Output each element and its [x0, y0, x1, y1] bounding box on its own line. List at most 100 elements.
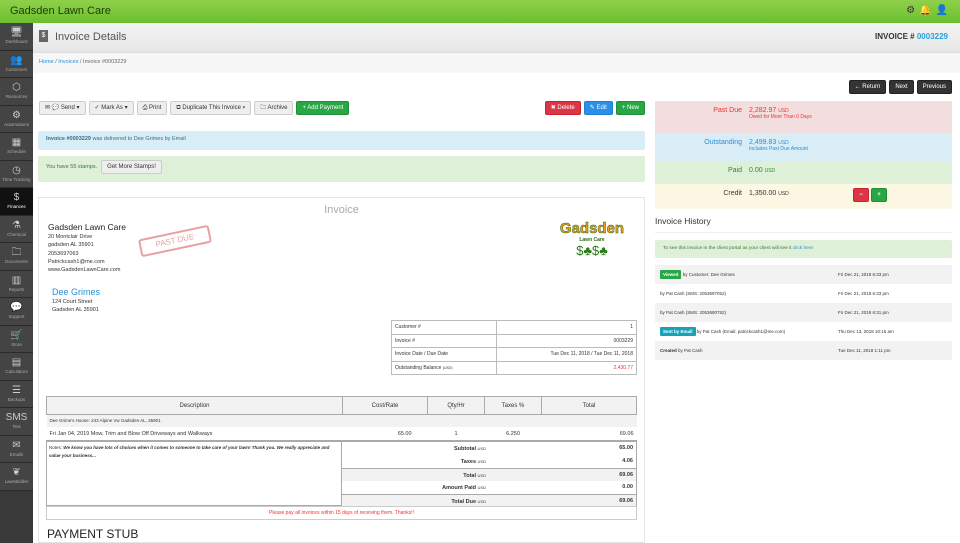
- company-info: Gadsden Lawn Care 20 Montclair Drive gads…: [48, 222, 126, 274]
- app-title: Gadsden Lawn Care: [10, 5, 111, 17]
- sidebar-item-automations[interactable]: ⚙ Automations: [0, 105, 33, 133]
- sidebar-item-time-tracking[interactable]: ◷ Time Tracking: [0, 160, 33, 188]
- invoice-details-table: Customer # 1 Invoice # 0003229 Invoice Dat…: [391, 320, 637, 375]
- edit-button[interactable]: ✎ Edit: [583, 101, 613, 115]
- invoice-history-title: Invoice History: [655, 216, 952, 233]
- reports-icon: ▥: [11, 274, 22, 286]
- backups-icon: ☰: [12, 384, 21, 396]
- sidebar-item-resources[interactable]: ⬡ Resources: [0, 78, 33, 106]
- past-due-stamp: PAST DUE: [137, 224, 213, 258]
- sidebar-item-reports[interactable]: ▥ Reports: [0, 270, 33, 298]
- portal-alert: To see this invoice in the client portal…: [655, 240, 952, 258]
- history-row: Viewed by Customer: Dee Grimes Fri Dec 21…: [655, 265, 952, 284]
- add-payment-button[interactable]: + Add Payment: [296, 101, 350, 115]
- totals-row: Amount Paid USD 0.00: [342, 481, 637, 494]
- breadcrumb: Home / Invoices / Invoice #0003229: [33, 53, 960, 73]
- sidebar-item-dashboard[interactable]: 🖥 Dashboard: [0, 23, 33, 51]
- resources-icon: ⬡: [12, 82, 21, 93]
- text-icon: SMS: [5, 412, 28, 423]
- invoice-doc-icon: $: [39, 30, 48, 42]
- history-row: by Pat Cash (SMS: 2053690752) Fri Dec 21,…: [655, 303, 952, 322]
- sidebar-item-emails[interactable]: ✉ Emails: [0, 435, 33, 463]
- return-button[interactable]: ← Return: [848, 80, 887, 94]
- sidebar-item-customers[interactable]: 👥 Customers: [0, 50, 33, 78]
- sidebar-item-label: Calculators: [5, 369, 28, 374]
- sidebar-item-backups[interactable]: ☰ Backups: [0, 380, 33, 408]
- gear-icon[interactable]: ⚙: [906, 5, 920, 16]
- sidebar-item-finances[interactable]: $ Finances: [0, 188, 33, 216]
- company-logo: Gadsden Lawn Care $♣$♣: [547, 220, 637, 258]
- sidebar-item-chemical[interactable]: ⚗ Chemical: [0, 215, 33, 243]
- outstanding-summary: Outstanding 2,499.83 USD Includes Past Due…: [655, 133, 952, 161]
- client-info: Dee Grimes 124 Court Street Gadsden AL 35…: [52, 287, 101, 313]
- sidebar-item-store[interactable]: 🛒 Store: [0, 325, 33, 353]
- finances-icon: $: [13, 192, 20, 203]
- history-row: Sent by Email by Pat Cash (Email: patric…: [655, 322, 952, 341]
- portal-link[interactable]: click here: [792, 246, 814, 251]
- toolbar-right: ✖ Delete ✎ Edit + New: [544, 101, 645, 115]
- details-row: Invoice Date / Due Date Tue Dec 11, 2018…: [391, 347, 637, 362]
- sidebar-item-lawnbidder[interactable]: ❦ LawnBidder: [0, 463, 33, 491]
- property-row: Dee Grime's House: 243 Alpine Vw Gadsden…: [49, 418, 161, 424]
- schedule-icon: ▦: [11, 137, 22, 148]
- invoice-heading: Invoice: [324, 204, 359, 216]
- new-button[interactable]: + New: [615, 101, 645, 115]
- line-items-table: Description Cost/Rate Qty/Hr Taxes % Total D…: [46, 396, 637, 441]
- breadcrumb-home[interactable]: Home: [39, 59, 54, 65]
- col-qty: Qty/Hr: [427, 396, 485, 415]
- toolbar: ✉ 💬 Send ▾ ✓ Mark As ▾ ⎙ Print ⧉ Duplica…: [39, 101, 350, 115]
- history-row: Created by Pat Cash Tue Dec 11, 2018 1:11…: [655, 341, 952, 360]
- details-row: Outstanding Balance (USD) 2,430.77: [391, 360, 637, 375]
- sidebar-item-calculators[interactable]: ▤ Calculators: [0, 353, 33, 381]
- sidebar-item-label: Resources: [5, 94, 28, 99]
- dashboard-icon: 🖥: [10, 27, 23, 38]
- delete-button[interactable]: ✖ Delete: [544, 101, 581, 115]
- sidebar-item-label: Customers: [5, 66, 28, 72]
- sidebar-item-label: Time Tracking: [2, 176, 31, 182]
- sidebar-item-label: Documents: [5, 259, 28, 264]
- page-header: $ Invoice Details INVOICE # 0003229: [33, 23, 960, 53]
- sidebar-item-schedule[interactable]: ▦ Schedule: [0, 133, 33, 161]
- previous-button[interactable]: Previous: [916, 80, 952, 94]
- breadcrumb-invoices[interactable]: Invoices: [58, 59, 79, 65]
- sidebar-item-label: Dashboard: [5, 39, 28, 44]
- top-bar: Gadsden Lawn Care ⚙🔔👤: [0, 0, 960, 23]
- sidebar-item-text[interactable]: SMS Text: [0, 408, 33, 436]
- page-title: Invoice Details: [55, 31, 127, 43]
- table-row: Fri Jan 04, 2019 Mow, Trim and Blow Off …: [49, 430, 634, 437]
- sidebar-item-label: Text: [12, 424, 21, 429]
- archive-button[interactable]: 🗀 Archive: [254, 101, 294, 115]
- sidebar-item-label: Finances: [7, 204, 26, 209]
- chemical-icon: ⚗: [12, 219, 21, 231]
- sidebar-item-label: Chemical: [7, 231, 26, 237]
- lawnbidder-icon: ❦: [12, 467, 21, 478]
- payment-stub-heading: PAYMENT STUB: [47, 527, 139, 541]
- sidebar-item-support[interactable]: 💬 Support: [0, 298, 33, 326]
- notes: Notes: We know you have lots of choices …: [46, 440, 342, 506]
- get-stamps-button[interactable]: Get More Stamps!: [101, 159, 162, 174]
- sidebar-item-label: Emails: [9, 451, 24, 457]
- bell-icon[interactable]: 🔔: [919, 5, 936, 16]
- next-button[interactable]: Next: [889, 80, 914, 94]
- payment-terms: Please pay all invoices within 15 days o…: [46, 506, 637, 520]
- sidebar-item-documents[interactable]: 🗀 Documents: [0, 243, 33, 271]
- store-icon: 🛒: [10, 329, 23, 341]
- send-button[interactable]: ✉ 💬 Send ▾: [39, 101, 86, 115]
- col-total: Total: [541, 396, 637, 415]
- duplicate-button[interactable]: ⧉ Duplicate This Invoice ▾: [170, 101, 252, 115]
- col-taxes: Taxes %: [484, 396, 542, 415]
- credit-minus-button[interactable]: −: [853, 188, 869, 202]
- automations-icon: ⚙: [12, 109, 21, 121]
- credit-plus-button[interactable]: +: [871, 188, 887, 202]
- mark-as-button[interactable]: ✓ Mark As ▾: [88, 101, 134, 115]
- sidebar-item-label: Store: [11, 341, 22, 347]
- time-tracking-icon: ◷: [12, 164, 21, 176]
- credit-summary: Credit 1,350.00 USD − +: [655, 184, 952, 209]
- customers-icon: 👥: [10, 54, 23, 66]
- support-icon: 💬: [10, 302, 23, 313]
- user-icon[interactable]: 👤: [935, 5, 952, 16]
- sidebar-item-label: Reports: [8, 286, 25, 292]
- print-button[interactable]: ⎙ Print: [136, 101, 168, 115]
- history-row: by Pat Cash (SMS: 2053697052) Fri Dec 21,…: [655, 284, 952, 303]
- trees-icon: $♣$♣: [576, 243, 608, 258]
